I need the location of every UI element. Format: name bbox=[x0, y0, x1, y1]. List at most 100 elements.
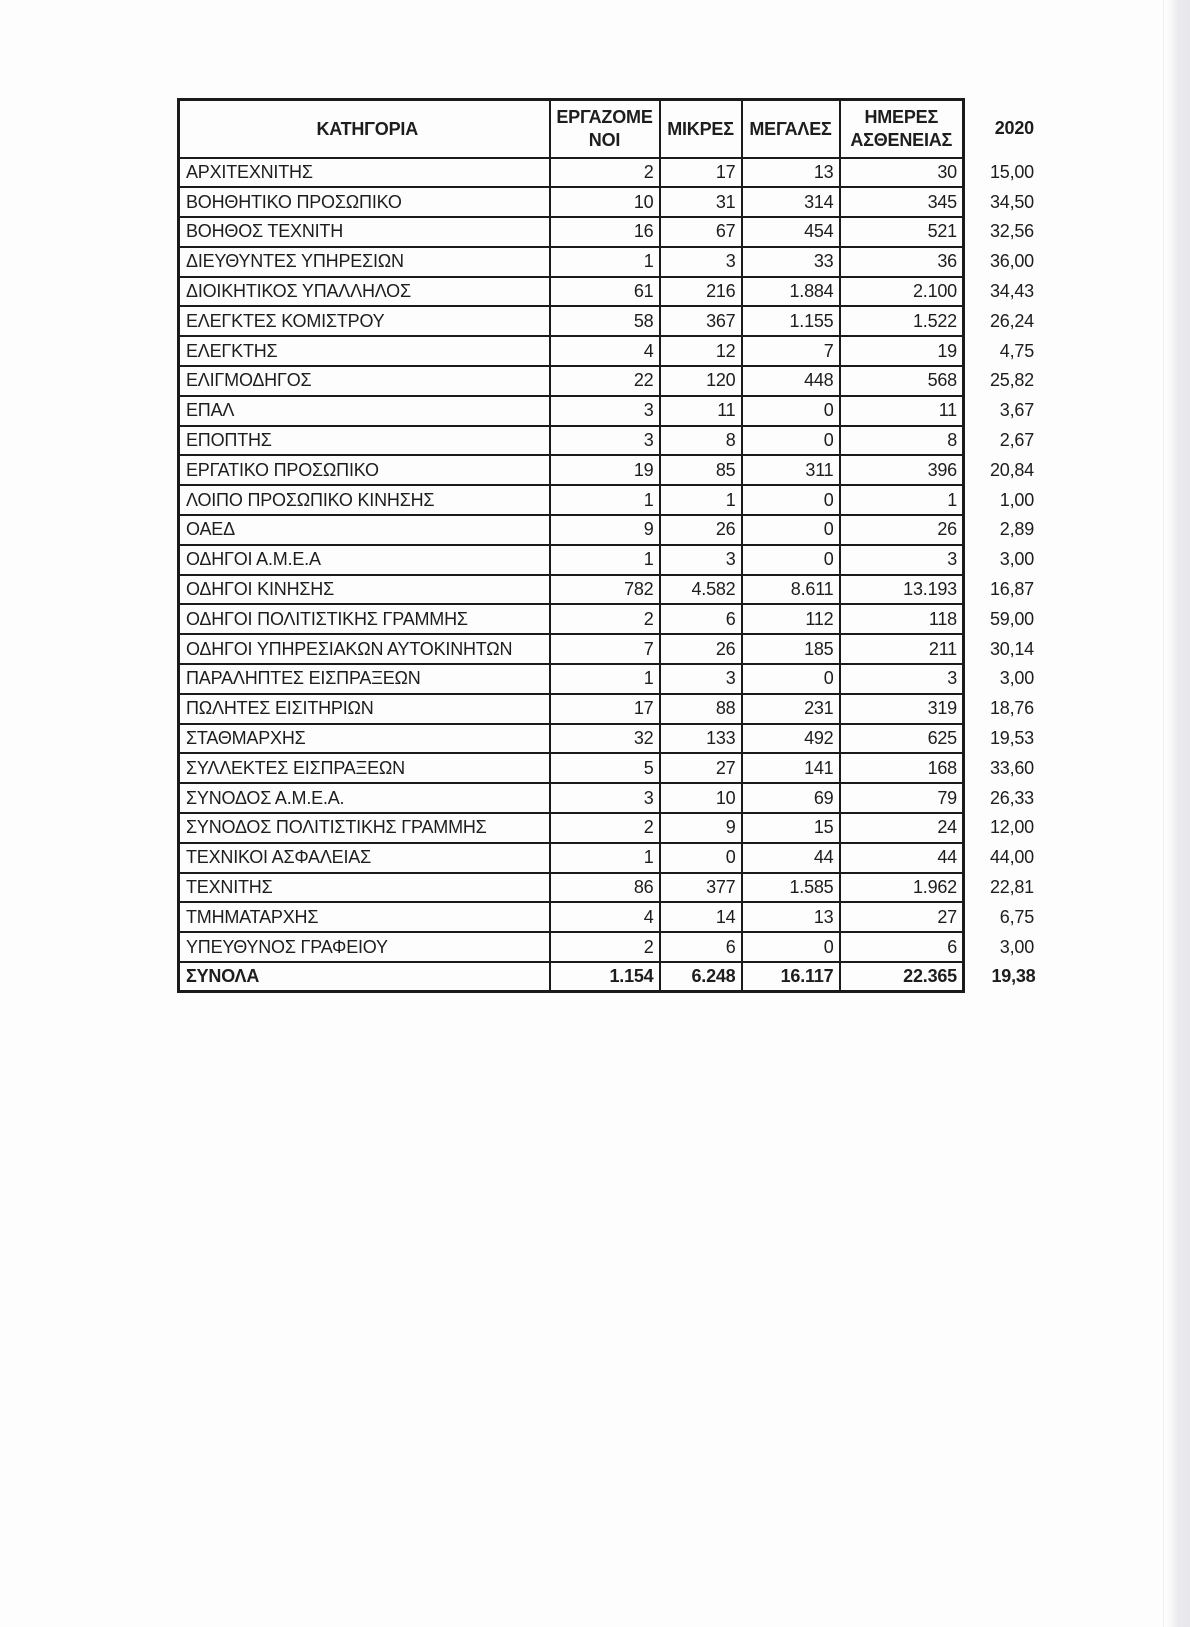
employees-value: 22 bbox=[548, 365, 661, 397]
small-absences-value: 9 bbox=[658, 812, 743, 844]
large-absences-value: 141 bbox=[740, 752, 841, 785]
sick-days-total-value: 396 bbox=[838, 454, 965, 487]
employees-value: 2 bbox=[548, 156, 661, 189]
sick-days-total-value: 319 bbox=[838, 692, 965, 725]
employees-value: 1 bbox=[548, 841, 661, 874]
large-absences-value: 13 bbox=[740, 901, 841, 934]
small-absences-value: 88 bbox=[658, 692, 743, 725]
page-edge-strip bbox=[1163, 0, 1190, 1627]
header-sick-days: ΗΜΕΡΕΣ ΑΣΘΕΝΕΙΑΣ bbox=[838, 98, 965, 159]
rate-2020-value: 20,84 bbox=[989, 459, 1034, 480]
totals-row: ΣΥΝΟΛΑ 1.154 6.248 16.117 22.365 19,38 bbox=[177, 961, 1042, 994]
table-header-row: ΚΑΤΗΓΟΡΙΑ ΕΡΓΑΖΟΜΕ ΝΟΙ ΜΙΚΡΕΣ ΜΕΓΑΛΕΣ ΗΜ… bbox=[177, 98, 1042, 159]
sick-days-total-value: 3 bbox=[838, 663, 965, 695]
employees-value: 2 bbox=[548, 603, 661, 636]
large-absences-value: 1.585 bbox=[740, 871, 841, 904]
category-cell: ΒΟΗΘΟΣ ΤΕΧΝΙΤΗ bbox=[177, 216, 551, 248]
large-absences-value: 112 bbox=[740, 603, 841, 636]
sick-days-total-value: 521 bbox=[838, 216, 965, 248]
category-cell: ΛΟΙΠΟ ΠΡΟΣΩΠΙΚΟ ΚΙΝΗΣΗΣ bbox=[177, 484, 551, 517]
category-cell: ΣΤΑΘΜΑΡΧΗΣ bbox=[177, 722, 551, 755]
table-row: ΕΠΟΠΤΗΣ 3 8 0 8 2,67 bbox=[177, 424, 1042, 457]
table-row: ΛΟΙΠΟ ΠΡΟΣΩΠΙΚΟ ΚΙΝΗΣΗΣ 1 1 0 1 1,00 bbox=[177, 484, 1042, 517]
table-row: ΣΥΝΟΔΟΣ ΠΟΛΙΤΙΣΤΙΚΗΣ ΓΡΑΜΜΗΣ 2 9 15 24 12,00 bbox=[177, 812, 1042, 844]
category-cell: ΟΔΗΓΟΙ Α.Μ.Ε.Α bbox=[177, 543, 551, 576]
table-row: ΕΛΕΓΚΤΕΣ ΚΟΜΙΣΤΡΟΥ 58 367 1.155 1.522 26,24 bbox=[177, 305, 1042, 338]
table-row: ΟΔΗΓΟΙ Α.Μ.Ε.Α 1 3 0 3 3,00 bbox=[177, 543, 1042, 576]
sick-days-total-value: 6 bbox=[838, 931, 965, 964]
large-absences-value: 185 bbox=[740, 633, 841, 666]
small-absences-value: 6 bbox=[658, 931, 743, 964]
sick-days-total-value: 345 bbox=[838, 186, 965, 219]
rate-2020-value: 22,81 bbox=[989, 877, 1034, 898]
table-row: ΣΤΑΘΜΑΡΧΗΣ 32 133 492 625 19,53 bbox=[177, 722, 1042, 755]
large-absences-value: 231 bbox=[740, 692, 841, 725]
category-cell: ΤΕΧΝΙΚΟΙ ΑΣΦΑΛΕΙΑΣ bbox=[177, 841, 551, 874]
large-absences-value: 454 bbox=[740, 216, 841, 248]
table-row: ΣΥΝΟΔΟΣ Α.Μ.Ε.Α. 3 10 69 79 26,33 bbox=[177, 782, 1042, 815]
sick-days-total-value: 8 bbox=[838, 424, 965, 457]
small-absences-value: 377 bbox=[658, 871, 743, 904]
category-cell: ΔΙΕΥΘΥΝΤΕΣ ΥΠΗΡΕΣΙΩΝ bbox=[177, 245, 551, 278]
rate-2020-value: 16,87 bbox=[989, 579, 1034, 600]
sick-days-total-value: 211 bbox=[838, 633, 965, 666]
employees-value: 10 bbox=[548, 186, 661, 219]
table-row: ΥΠΕΥΘΥΝΟΣ ΓΡΑΦΕΙΟΥ 2 6 0 6 3,00 bbox=[177, 931, 1042, 964]
sick-days-total-value: 625 bbox=[838, 722, 965, 755]
large-absences-value: 314 bbox=[740, 186, 841, 219]
sick-days-total-value: 168 bbox=[838, 752, 965, 785]
employees-value: 3 bbox=[548, 782, 661, 815]
rate-2020-value: 19,53 bbox=[989, 728, 1034, 749]
rate-2020-value: 25,82 bbox=[989, 370, 1034, 391]
small-absences-value: 26 bbox=[658, 633, 743, 666]
employees-value: 5 bbox=[548, 752, 661, 785]
large-absences-value: 0 bbox=[740, 424, 841, 457]
rate-2020-value: 26,24 bbox=[989, 310, 1034, 331]
large-absences-value: 0 bbox=[740, 543, 841, 576]
employees-value: 19 bbox=[548, 454, 661, 487]
rate-2020-value: 33,60 bbox=[989, 757, 1034, 778]
table-row: ΕΛΙΓΜΟΔΗΓΟΣ 22 120 448 568 25,82 bbox=[177, 365, 1042, 397]
table-row: ΒΟΗΘΗΤΙΚΟ ΠΡΟΣΩΠΙΚΟ 10 31 314 345 34,50 bbox=[177, 186, 1042, 219]
header-employees: ΕΡΓΑΖΟΜΕ ΝΟΙ bbox=[548, 98, 661, 159]
rate-2020-value: 3,00 bbox=[999, 936, 1034, 957]
small-absences-value: 1 bbox=[658, 484, 743, 517]
rate-2020-value: 59,00 bbox=[989, 608, 1034, 629]
category-cell: ΤΜΗΜΑΤΑΡΧΗΣ bbox=[177, 901, 551, 934]
sick-days-total-value: 27 bbox=[838, 901, 965, 934]
rate-2020-value: 34,43 bbox=[989, 281, 1034, 302]
small-absences-value: 12 bbox=[658, 335, 743, 368]
category-cell: ΕΛΕΓΚΤΗΣ bbox=[177, 335, 551, 368]
category-cell: ΕΡΓΑΤΙΚΟ ΠΡΟΣΩΠΙΚΟ bbox=[177, 454, 551, 487]
sick-days-total-value: 13.193 bbox=[838, 573, 965, 606]
sick-days-total-value: 1 bbox=[838, 484, 965, 517]
large-absences-value: 13 bbox=[740, 156, 841, 189]
large-absences-value: 1.884 bbox=[740, 275, 841, 308]
large-absences-value: 16.117 bbox=[740, 961, 841, 994]
rate-2020-value: 2,89 bbox=[999, 519, 1034, 540]
small-absences-value: 31 bbox=[658, 186, 743, 219]
rate-2020-value: 3,00 bbox=[999, 549, 1034, 570]
large-absences-value: 33 bbox=[740, 245, 841, 278]
rate-2020-value: 3,67 bbox=[999, 400, 1034, 421]
rate-2020-value: 32,56 bbox=[989, 221, 1034, 242]
header-year-2020: 2020 bbox=[994, 118, 1034, 139]
category-cell: ΒΟΗΘΗΤΙΚΟ ΠΡΟΣΩΠΙΚΟ bbox=[177, 186, 551, 219]
rate-2020-value: 30,14 bbox=[989, 638, 1034, 659]
small-absences-value: 3 bbox=[658, 245, 743, 278]
employees-value: 782 bbox=[548, 573, 661, 606]
small-absences-value: 85 bbox=[658, 454, 743, 487]
rate-2020-value: 6,75 bbox=[999, 906, 1034, 927]
large-absences-value: 448 bbox=[740, 365, 841, 397]
small-absences-value: 133 bbox=[658, 722, 743, 755]
table-row: ΑΡΧΙΤΕΧΝΙΤΗΣ 2 17 13 30 15,00 bbox=[177, 156, 1042, 189]
employees-value: 4 bbox=[548, 335, 661, 368]
category-cell: ΥΠΕΥΘΥΝΟΣ ΓΡΑΦΕΙΟΥ bbox=[177, 931, 551, 964]
employees-value: 3 bbox=[548, 424, 661, 457]
rate-2020-value: 44,00 bbox=[989, 847, 1034, 868]
table-row: ΕΠΑΛ 3 11 0 11 3,67 bbox=[177, 394, 1042, 427]
small-absences-value: 11 bbox=[658, 394, 743, 427]
large-absences-value: 69 bbox=[740, 782, 841, 815]
employees-value: 1.154 bbox=[548, 961, 661, 994]
table-row: ΒΟΗΘΟΣ ΤΕΧΝΙΤΗ 16 67 454 521 32,56 bbox=[177, 216, 1042, 248]
